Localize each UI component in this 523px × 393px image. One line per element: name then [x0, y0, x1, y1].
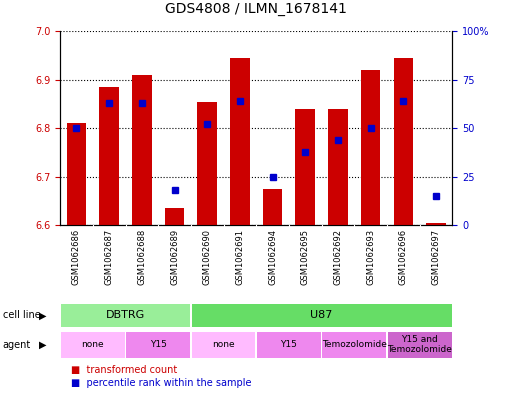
Text: GSM1062694: GSM1062694 [268, 229, 277, 285]
Bar [393, 58, 413, 225]
Text: Temozolomide: Temozolomide [322, 340, 387, 349]
Text: GSM1062689: GSM1062689 [170, 229, 179, 285]
Text: none: none [212, 340, 235, 349]
Bar [191, 332, 255, 358]
Text: GSM1062686: GSM1062686 [72, 229, 81, 285]
Bar [322, 332, 386, 358]
Bar [263, 189, 282, 225]
Bar [361, 70, 381, 225]
Text: GSM1062688: GSM1062688 [138, 229, 146, 285]
Text: DBTRG: DBTRG [106, 310, 145, 320]
Text: GSM1062691: GSM1062691 [235, 229, 244, 285]
Text: Y15: Y15 [150, 340, 167, 349]
Bar [198, 102, 217, 225]
Text: GDS4808 / ILMN_1678141: GDS4808 / ILMN_1678141 [165, 2, 347, 16]
Bar [132, 75, 152, 225]
Bar [165, 208, 185, 225]
Text: GSM1062695: GSM1062695 [301, 229, 310, 285]
Text: cell line: cell line [3, 310, 40, 320]
Bar [426, 223, 446, 225]
Text: U87: U87 [311, 310, 333, 320]
Text: GSM1062687: GSM1062687 [105, 229, 113, 285]
Bar [295, 109, 315, 225]
Text: GSM1062697: GSM1062697 [431, 229, 440, 285]
Text: Y15 and
Temozolomide: Y15 and Temozolomide [387, 334, 452, 354]
Text: GSM1062690: GSM1062690 [203, 229, 212, 285]
Bar [99, 87, 119, 225]
Text: GSM1062692: GSM1062692 [334, 229, 343, 285]
Text: Y15: Y15 [280, 340, 298, 349]
Bar [328, 109, 348, 225]
Text: GSM1062696: GSM1062696 [399, 229, 408, 285]
Text: none: none [82, 340, 104, 349]
Text: ▶: ▶ [39, 340, 46, 350]
Text: ■  transformed count: ■ transformed count [71, 365, 177, 375]
Bar [230, 58, 250, 225]
Bar [388, 332, 451, 358]
Text: GSM1062693: GSM1062693 [366, 229, 375, 285]
Bar [61, 304, 190, 327]
Bar [61, 332, 124, 358]
Bar [257, 332, 321, 358]
Bar [126, 332, 190, 358]
Text: agent: agent [3, 340, 31, 350]
Text: ▶: ▶ [39, 310, 46, 320]
Bar [67, 123, 86, 225]
Text: ■  percentile rank within the sample: ■ percentile rank within the sample [71, 378, 251, 388]
Bar [191, 304, 451, 327]
